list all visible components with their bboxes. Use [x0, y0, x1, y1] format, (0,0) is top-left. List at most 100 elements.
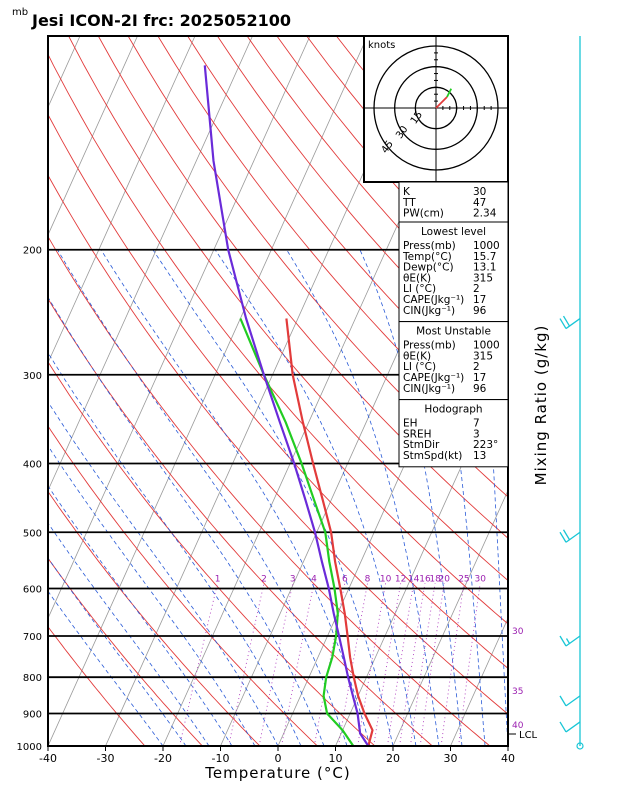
isotherm-line [0, 36, 23, 746]
moist-adiabat-line [57, 249, 348, 746]
index-value: 3 [473, 428, 480, 440]
dry-adiabat-line [48, 625, 146, 746]
background-grid [0, 36, 531, 746]
mixing-ratio-line [399, 583, 426, 746]
pressure-unit-label: mb [12, 7, 28, 18]
dry-adiabat-line [127, 36, 508, 498]
most-unstable-box [398, 321, 509, 401]
index-value: 13 [473, 450, 486, 462]
wind-barb [559, 315, 581, 330]
theta-e-label: 40 [512, 721, 524, 731]
index-label: EH [403, 418, 418, 430]
index-label: SREH [403, 428, 432, 440]
wind-barb-feather [559, 318, 567, 329]
wind-barb-shaft [565, 635, 581, 647]
wind-barb-half-feather [565, 638, 571, 644]
pressure-tick-label: 700 [23, 632, 42, 643]
moist-adiabat-line [48, 485, 233, 746]
temperature-tick-label: -30 [97, 752, 115, 765]
dry-adiabat-line [48, 361, 376, 746]
index-value: 1000 [473, 240, 500, 252]
moist-adiabat-line [423, 249, 486, 746]
index-value: 2 [473, 361, 480, 373]
index-value: 47 [473, 197, 486, 209]
pressure-tick-label: 600 [23, 584, 42, 595]
calm-wind-marker [576, 742, 584, 750]
mixing-ratio-line [258, 583, 294, 746]
pressure-tick-label: 900 [23, 710, 42, 721]
wind-barb [559, 635, 581, 647]
isotherm-line [48, 36, 368, 746]
sounding-profiles [203, 65, 374, 746]
mixing-ratio-label: 12 [395, 574, 406, 584]
hodograph-trace-mid [446, 88, 453, 98]
isotherm-line [48, 36, 253, 492]
temperature-tick-label: 30 [444, 752, 458, 765]
wind-barb-feather [562, 315, 571, 327]
mixing-ratio-line [179, 583, 219, 746]
wind-barb-feather [559, 721, 567, 733]
index-label: Dewp(°C) [403, 262, 454, 274]
index-label: Temp(°C) [402, 251, 452, 263]
mixing-ratio-line [458, 583, 481, 746]
index-label: LI (°C) [403, 361, 436, 373]
wind-barb-shaft [565, 721, 581, 733]
mixing-ratio-line [409, 583, 436, 746]
mixing-ratio-label: 14 [408, 574, 420, 584]
dry-adiabat-line [48, 174, 508, 715]
wind-barb-shaft [565, 531, 581, 543]
index-value: 315 [473, 350, 493, 362]
pressure-tick-label: 500 [23, 528, 42, 539]
lcl-label: LCL [519, 730, 538, 741]
wind-barb [559, 695, 581, 707]
index-label: TT [402, 197, 416, 209]
pressure-tick-label: 300 [23, 371, 42, 382]
moist-adiabat-line [48, 401, 279, 746]
index-value: 96 [473, 383, 487, 395]
moist-adiabat-line [100, 249, 371, 746]
mixing-ratio-label: 25 [458, 574, 469, 584]
dry-adiabat-line [68, 36, 508, 582]
moist-adiabat-line [48, 522, 210, 746]
moist-adiabat-line [519, 250, 531, 746]
mixing-ratio-label: 30 [475, 574, 487, 584]
isotherm-line [392, 489, 508, 746]
moist-adiabat-line [48, 557, 187, 746]
wind-barb-feather [559, 695, 567, 707]
dry-adiabat-line [48, 113, 508, 669]
most-unstable-heading: Most Unstable [416, 326, 491, 338]
isotherm-line [48, 36, 196, 364]
wind-barb [559, 721, 581, 733]
index-label: Press(mb) [403, 340, 456, 352]
indices-panel: K 30 TT 47 PW(cm) 2.34 Lowest level Press(mb) 10… [398, 181, 509, 468]
pressure-tick-labels: 200 300 400 500 600 700 800 900 1000 [17, 246, 42, 753]
temperature-tick-label: -10 [212, 752, 230, 765]
moist-adiabat-line [48, 352, 302, 746]
moist-adiabat-line [286, 249, 440, 746]
temperature-tick-label: 40 [501, 752, 515, 765]
mixing-ratio-label: 8 [365, 574, 371, 584]
index-value: 17 [473, 294, 486, 306]
mixing-ratio-label: 4 [311, 574, 317, 584]
dry-adiabat-line [48, 53, 508, 625]
dry-adiabat-line [48, 297, 433, 746]
index-value: 223° [473, 439, 498, 451]
mixing-ratio-label: 10 [380, 574, 392, 584]
temperature-tick-label: 10 [329, 752, 343, 765]
index-value: 315 [473, 272, 493, 284]
mixing-ratio-line [387, 583, 415, 746]
wind-barb [576, 742, 584, 750]
temperature-tick-label: 20 [386, 752, 400, 765]
dry-adiabat-line [97, 36, 508, 539]
indices-top-box [398, 181, 509, 223]
wind-barb [559, 529, 581, 543]
index-value: 13.1 [473, 262, 496, 274]
lowest-level-heading: Lowest level [421, 226, 486, 238]
index-label: Press(mb) [403, 240, 456, 252]
moist-adiabat-line [359, 249, 463, 746]
hodograph-unit-label: knots [368, 40, 395, 51]
mixing-ratio-lines [179, 583, 481, 746]
temperature-tick-label: -40 [39, 752, 57, 765]
pressure-tick-label: 200 [23, 246, 42, 257]
isotherm-line [48, 36, 311, 620]
